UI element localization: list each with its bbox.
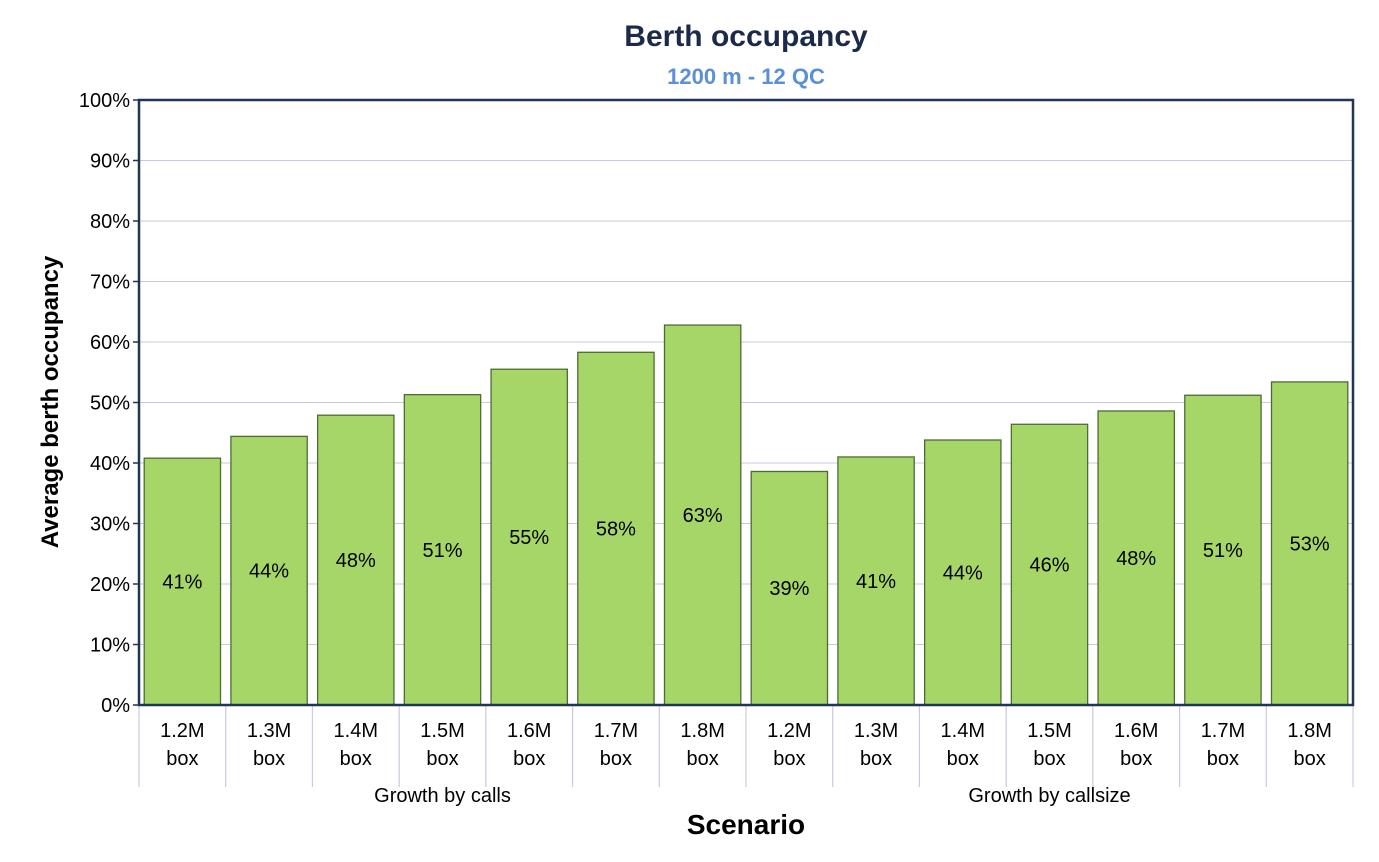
bar <box>837 456 915 706</box>
x-tick-label: 1.4M <box>941 720 985 742</box>
bar <box>1010 423 1089 706</box>
bar <box>923 439 1002 706</box>
x-tick-label: 1.4M <box>334 720 378 742</box>
x-tick-label: 1.3M <box>854 720 898 742</box>
x-tick-label: 1.5M <box>420 720 464 742</box>
x-tick-label: 1.5M <box>1027 720 1071 742</box>
y-tick-label: 20% <box>90 574 130 596</box>
data-label: 51% <box>422 540 462 562</box>
data-label: 44% <box>249 561 289 583</box>
group-label: Growth by calls <box>374 785 511 807</box>
data-label: 44% <box>943 563 983 585</box>
x-tick-label: box <box>1120 748 1152 770</box>
x-tick-label: 1.2M <box>767 720 811 742</box>
data-label: 53% <box>1290 533 1330 555</box>
y-tick-label: 60% <box>90 332 130 354</box>
x-tick-label: box <box>1294 748 1326 770</box>
x-axis-label: Scenario <box>687 809 805 840</box>
x-tick-label: box <box>773 748 805 770</box>
data-labels: 41% 44% 48% 51% 55% 58% 63% 39% 41% 44% 46% 48% 51% 5… <box>162 505 1330 600</box>
x-tick-label: 1.8M <box>1287 720 1331 742</box>
group-label: Growth by callsize <box>968 785 1130 807</box>
x-tick-label: 1.8M <box>680 720 724 742</box>
y-tick-label: 100% <box>79 90 130 112</box>
x-tick-label: 1.7M <box>1201 720 1245 742</box>
x-tick-label: box <box>253 748 285 770</box>
x-tick-label: 1.2M <box>160 720 204 742</box>
x-tick-label: 1.6M <box>507 720 551 742</box>
x-tick-label: box <box>1207 748 1239 770</box>
bar <box>577 351 655 706</box>
x-tick-label: box <box>600 748 632 770</box>
bar <box>663 324 742 706</box>
data-label: 41% <box>162 572 202 594</box>
plot-frame <box>137 98 1355 707</box>
x-tick-label: box <box>340 748 372 770</box>
y-axis: 0% 10% 20% 30% 40% 50% 60% 70% 80% 90% 100% <box>79 90 139 717</box>
bar <box>750 470 829 706</box>
x-tick-label: 1.6M <box>1114 720 1158 742</box>
x-tick-label: 1.3M <box>247 720 291 742</box>
y-tick-label: 0% <box>101 695 130 717</box>
data-label: 58% <box>596 519 636 541</box>
data-label: 63% <box>683 505 723 527</box>
data-label: 41% <box>856 571 896 593</box>
y-axis-label: Average berth occupancy <box>37 255 64 548</box>
x-tick-label: 1.7M <box>594 720 638 742</box>
y-tick-label: 50% <box>90 393 130 415</box>
data-label: 55% <box>509 527 549 549</box>
bar <box>1097 410 1176 706</box>
y-tick-label: 70% <box>90 272 130 294</box>
bar <box>143 457 222 706</box>
data-label: 48% <box>336 550 376 572</box>
x-tick-label: box <box>166 748 198 770</box>
chart-subtitle: 1200 m - 12 QC <box>667 64 825 89</box>
data-label: 48% <box>1116 548 1156 570</box>
x-tick-label: box <box>947 748 979 770</box>
x-tick-label: box <box>1033 748 1065 770</box>
x-axis: 1.2M box 1.3M box 1.4M box 1.5M box 1.6M box 1.7M b… <box>138 705 1354 807</box>
x-tick-label: box <box>426 748 458 770</box>
data-label: 39% <box>769 578 809 600</box>
y-tick-label: 80% <box>90 211 130 233</box>
data-label: 46% <box>1029 555 1069 577</box>
bar <box>1270 381 1349 706</box>
x-tick-label: box <box>687 748 719 770</box>
y-tick-label: 40% <box>90 453 130 475</box>
y-tick-label: 10% <box>90 635 130 657</box>
x-tick-label: box <box>860 748 892 770</box>
y-tick-label: 30% <box>90 514 130 536</box>
bar <box>1184 394 1262 706</box>
chart-title: Berth occupancy <box>624 20 868 53</box>
bars <box>143 324 1349 706</box>
data-label: 51% <box>1203 540 1243 562</box>
x-tick-label: box <box>513 748 545 770</box>
y-tick-label: 90% <box>90 151 130 173</box>
